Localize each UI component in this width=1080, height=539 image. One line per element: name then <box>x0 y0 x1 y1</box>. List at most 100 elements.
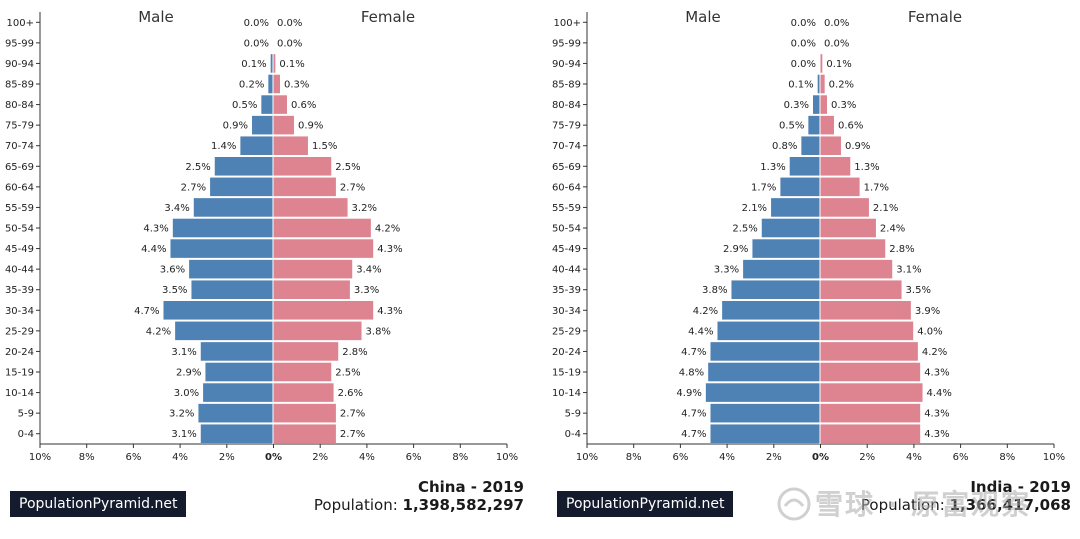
x-tick-label: 8% <box>999 452 1015 463</box>
population-line: Population: 1,366,417,068 <box>861 496 1071 514</box>
female-bar <box>820 218 876 238</box>
male-value-label: 4.8% <box>679 368 704 379</box>
x-tick-label: 8% <box>626 452 642 463</box>
female-header: Female <box>908 8 962 26</box>
female-bar <box>820 424 921 443</box>
male-value-label: 4.4% <box>688 326 713 337</box>
male-value-label: 2.7% <box>181 182 206 193</box>
female-value-label: 0.1% <box>826 59 851 70</box>
age-group-label: 60-64 <box>552 182 581 193</box>
female-value-label: 2.8% <box>889 244 914 255</box>
female-value-label: 4.3% <box>377 244 402 255</box>
pyramid-panel-india: Male Female 100+ 0.0% 0.0% 95-99 0.0% 0.0% 90-94… <box>547 0 1080 539</box>
age-group-label: 25-29 <box>5 326 34 337</box>
female-bar <box>820 198 869 217</box>
x-tick-label: 10% <box>576 452 598 463</box>
male-header: Male <box>138 8 174 26</box>
male-value-label: 4.7% <box>134 306 159 317</box>
female-value-label: 2.7% <box>340 429 365 440</box>
age-group-label: 5-9 <box>18 409 34 420</box>
x-tick-label: 4% <box>719 452 735 463</box>
female-value-label: 0.6% <box>838 121 863 132</box>
male-value-label: 0.1% <box>241 59 266 70</box>
male-bar <box>808 115 820 135</box>
female-header: Female <box>361 8 415 26</box>
age-group-label: 55-59 <box>552 203 581 214</box>
female-bar <box>273 403 336 423</box>
female-value-label: 0.6% <box>291 100 316 111</box>
female-value-label: 4.3% <box>924 429 949 440</box>
male-value-label: 3.3% <box>714 265 739 276</box>
female-bar <box>273 136 308 155</box>
female-bar <box>820 321 914 341</box>
female-value-label: 3.1% <box>896 265 921 276</box>
male-value-label: 4.2% <box>693 306 718 317</box>
male-value-label: 4.7% <box>681 429 706 440</box>
male-bar <box>717 321 820 341</box>
age-group-label: 45-49 <box>5 244 34 255</box>
female-bar <box>273 424 336 443</box>
age-group-label: 40-44 <box>5 265 34 276</box>
male-value-label: 3.0% <box>174 388 199 399</box>
age-group-label: 35-39 <box>5 285 34 296</box>
female-value-label: 3.2% <box>352 203 377 214</box>
age-group-label: 15-19 <box>5 368 34 379</box>
age-group-label: 65-69 <box>5 162 34 173</box>
male-value-label: 0.5% <box>779 121 804 132</box>
brand-label[interactable]: PopulationPyramid.net <box>557 491 734 517</box>
male-value-label: 2.9% <box>176 368 201 379</box>
male-value-label: 0.9% <box>223 121 248 132</box>
female-value-label: 0.1% <box>279 59 304 70</box>
male-bar <box>710 403 820 423</box>
female-value-label: 2.6% <box>338 388 363 399</box>
female-bar <box>273 74 280 94</box>
population-label: Population: <box>314 496 403 514</box>
female-value-label: 2.7% <box>340 409 365 420</box>
age-group-label: 65-69 <box>552 162 581 173</box>
x-tick-label: 6% <box>406 452 422 463</box>
male-bar <box>170 239 273 258</box>
female-bar <box>273 342 339 361</box>
female-value-label: 4.3% <box>377 306 402 317</box>
age-group-label: 10-14 <box>552 388 581 399</box>
male-bar <box>172 218 273 238</box>
female-bar <box>273 198 348 217</box>
x-tick-label: 6% <box>125 452 141 463</box>
male-bar <box>817 74 820 94</box>
brand-label[interactable]: PopulationPyramid.net <box>10 491 187 517</box>
age-group-label: 80-84 <box>552 100 581 111</box>
age-group-label: 35-39 <box>552 285 581 296</box>
female-value-label: 1.7% <box>864 182 889 193</box>
age-group-label: 20-24 <box>5 347 34 358</box>
female-bar <box>820 115 834 135</box>
chart-title: India - 2019 <box>970 478 1071 496</box>
female-value-label: 3.4% <box>356 265 381 276</box>
male-bar <box>731 280 820 299</box>
female-bar <box>820 95 827 114</box>
female-bar <box>820 259 893 279</box>
age-group-label: 85-89 <box>5 80 34 91</box>
male-value-label: 3.6% <box>160 265 185 276</box>
male-bar <box>270 54 273 73</box>
x-tick-label: 4% <box>906 452 922 463</box>
female-bar <box>820 136 841 155</box>
age-group-label: 5-9 <box>565 409 581 420</box>
male-bar <box>252 115 273 135</box>
female-value-label: 3.9% <box>915 306 940 317</box>
female-bar <box>273 321 362 341</box>
age-group-label: 95-99 <box>5 38 34 49</box>
x-tick-label: 6% <box>672 452 688 463</box>
age-group-label: 10-14 <box>5 388 34 399</box>
female-value-label: 4.2% <box>375 224 400 235</box>
female-value-label: 0.0% <box>824 18 849 29</box>
male-value-label: 3.1% <box>171 347 196 358</box>
male-value-label: 1.4% <box>211 141 236 152</box>
male-bar <box>191 280 273 299</box>
age-group-label: 30-34 <box>5 306 34 317</box>
female-value-label: 4.3% <box>924 409 949 420</box>
female-value-label: 0.3% <box>284 80 309 91</box>
male-value-label: 1.7% <box>751 182 776 193</box>
female-bar <box>820 301 911 320</box>
india-pyramid-chart: Male Female 100+ 0.0% 0.0% 95-99 0.0% 0.0% 90-94… <box>552 8 1071 514</box>
male-bar <box>210 177 273 197</box>
